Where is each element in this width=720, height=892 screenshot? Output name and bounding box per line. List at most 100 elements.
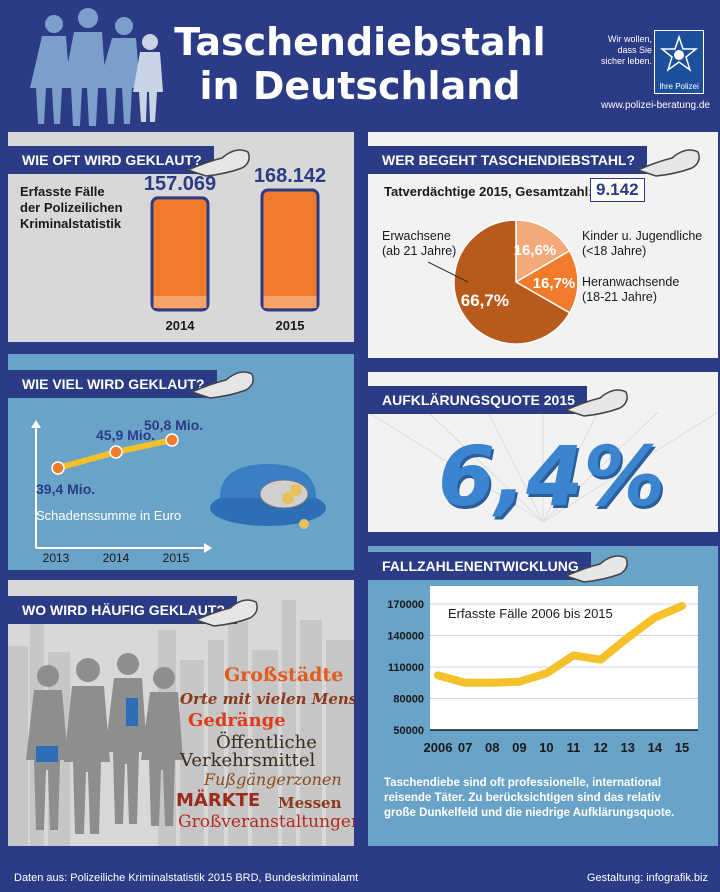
trend-x-tick: 13 xyxy=(621,740,635,755)
damage-value-label: 39,4 Mio. xyxy=(36,481,95,497)
footer-credit: Gestaltung: infografik.biz xyxy=(586,872,708,884)
pie-legend-label: (18-21 Jahre) xyxy=(582,290,657,304)
cases-desc-1: Erfasste Fälle xyxy=(20,184,105,199)
bar-category-label: 2015 xyxy=(276,318,305,333)
pie-leader-line xyxy=(427,261,469,283)
where-word-oeffentliche: Öffentliche xyxy=(216,732,317,753)
people-silhouette-icon xyxy=(30,8,163,126)
police-text-3: sicher leben. xyxy=(600,56,652,66)
bar-base-2014 xyxy=(153,296,207,308)
trend-series-line xyxy=(434,601,686,687)
where-word-grossveranstaltungen: Großveranstaltungen xyxy=(178,812,354,832)
hand-icon xyxy=(194,599,258,627)
where-word-gedraenge: Gedränge xyxy=(188,710,286,731)
damage-caption: Schadenssumme in Euro xyxy=(36,508,182,523)
police-text-1: Wir wollen, xyxy=(607,34,652,44)
damage-value-label: 50,8 Mio. xyxy=(144,417,203,433)
police-star-icon xyxy=(659,34,699,72)
trend-x-tick: 07 xyxy=(458,740,472,755)
title-line-1: Taschendiebstahl xyxy=(174,20,546,64)
police-logo: Wir wollen, dass Sie sicher leben. Ihre … xyxy=(592,30,704,94)
where-word-grossstaedte: Großstädte xyxy=(224,664,344,686)
panel-cases: WIE OFT WIRD GEKLAUT? Erfasste Fälle der… xyxy=(8,132,354,342)
police-text-2: dass Sie xyxy=(617,45,652,55)
trend-x-tick: 10 xyxy=(539,740,553,755)
trend-y-tick: 170000 xyxy=(387,599,424,611)
panel-rate: AUFKLÄRUNGSQUOTE 2015 6,4% xyxy=(368,372,718,532)
police-url: www.polizei-beratung.de xyxy=(601,100,710,111)
pie-legend-label: Erwachsene xyxy=(382,229,451,243)
cases-desc-3: Kriminalstatistik xyxy=(20,216,122,231)
pie-value-label: 16,7% xyxy=(533,275,576,292)
pie-legend-label: (ab 21 Jahre) xyxy=(382,244,456,258)
damage-value-label: 45,9 Mio. xyxy=(96,427,155,443)
panel-who: WER BEGEHT TASCHENDIEBSTAHL? Tatverdächt… xyxy=(368,132,718,358)
wallet-icon xyxy=(210,464,326,529)
hand-icon xyxy=(636,149,700,177)
who-total-value: 9.142 xyxy=(590,178,645,202)
hand-icon xyxy=(186,149,250,177)
police-badge: Ihre Polizei xyxy=(659,82,699,91)
rays-background xyxy=(368,411,718,523)
footer xyxy=(0,862,720,892)
panel-who-label: WER BEGEHT TASCHENDIEBSTAHL? xyxy=(368,146,648,174)
pie-slice-1 xyxy=(515,219,571,284)
damage-x-arrow xyxy=(204,543,212,553)
trend-x-tick: 11 xyxy=(567,740,581,755)
trend-x-tick: 15 xyxy=(675,740,689,755)
trend-line-chart: 50000 80000 110000 140000 170000 Erfasste Fäl… xyxy=(387,586,698,755)
pie-slice-0 xyxy=(453,219,571,345)
bar-category-label: 2014 xyxy=(166,318,196,333)
panel-damage: WIE VIEL WIRD GEKLAUT? Schadenssumme in … xyxy=(8,354,354,570)
where-word-verkehrsmittel: Verkehrsmittel xyxy=(180,750,316,771)
damage-x-tick: 2015 xyxy=(163,551,190,565)
city-skyline-icon xyxy=(8,600,354,846)
where-word-maerkte: MÄRKTE xyxy=(176,790,261,811)
trend-chart-title: Erfasste Fälle 2006 bis 2015 xyxy=(448,606,613,621)
panel-where: WO WIRD HÄUFIG GEKLAUT? Großstädte Orte … xyxy=(8,580,354,846)
panel-cases-label: WIE OFT WIRD GEKLAUT? xyxy=(8,146,214,174)
pie-legend-label: Heranwachsende xyxy=(582,275,679,289)
trend-x-tick: 14 xyxy=(648,740,663,755)
panel-rate-label: AUFKLÄRUNGSQUOTE 2015 xyxy=(368,386,587,414)
bar-2015 xyxy=(260,188,320,312)
trend-y-tick: 110000 xyxy=(388,662,424,674)
damage-y-arrow xyxy=(31,420,41,428)
damage-point-2014 xyxy=(109,445,123,459)
damage-point-2013 xyxy=(51,461,65,475)
rate-value: 6,4% xyxy=(438,430,666,525)
hand-icon xyxy=(190,371,254,399)
panel-trend-label: FALLZAHLENENTWICKLUNG xyxy=(368,552,591,580)
cases-bar-chart: 157.069 2014 168.142 2015 xyxy=(144,165,326,333)
title-line-2: in Deutschland xyxy=(199,64,521,108)
hand-icon xyxy=(564,389,628,417)
who-total-label: Tatverdächtige 2015, Gesamtzahl: xyxy=(384,184,593,199)
trend-x-tick: 12 xyxy=(593,740,607,755)
cases-description: Erfasste Fälle der Polizeilichen Krimina… xyxy=(20,184,123,232)
pie-legend-label: Kinder u. Jugendliche xyxy=(582,229,702,243)
trend-x-tick: 2006 xyxy=(424,740,453,755)
pie-value-label: 66,7% xyxy=(461,291,509,310)
damage-line-chart: 39,4 Mio. 2013 45,9 Mio. 2014 50,8 Mio. 2015 xyxy=(31,417,212,565)
damage-x-tick: 2014 xyxy=(103,551,130,565)
panel-trend: FALLZAHLENENTWICKLUNG 50000 80000 110000 14… xyxy=(368,546,718,846)
bar-value-label: 157.069 xyxy=(144,173,216,195)
who-pie-chart: 66,7% 16,6% 16,7% Erwachsene(ab 21 Jahre) Ki… xyxy=(382,219,702,345)
where-word-messen: Messen xyxy=(278,794,342,812)
hand-icon xyxy=(564,555,628,583)
where-word-fussgaengerzonen: Fußgängerzonen xyxy=(204,770,342,789)
trend-y-tick: 50000 xyxy=(393,725,424,737)
bar-base-2015 xyxy=(263,296,317,308)
damage-x-tick: 2013 xyxy=(43,551,70,565)
trend-y-tick: 140000 xyxy=(387,631,424,643)
bar-value-label: 168.142 xyxy=(254,165,326,187)
pie-legend-label: (<18 Jahre) xyxy=(582,244,646,258)
trend-x-tick: 09 xyxy=(512,740,526,755)
trend-note: Taschendiebe sind oft professionelle, in… xyxy=(384,777,675,819)
footer-source: Daten aus: Polizeiliche Kriminalstatisti… xyxy=(14,872,359,884)
pie-value-label: 16,6% xyxy=(514,242,557,259)
where-word-orte: Orte mit vielen Menschen xyxy=(180,690,354,708)
pie-slice-2 xyxy=(514,249,579,314)
page-title: Taschendiebstahl in Deutschland xyxy=(150,20,570,108)
cases-desc-2: der Polizeilichen xyxy=(20,200,123,215)
